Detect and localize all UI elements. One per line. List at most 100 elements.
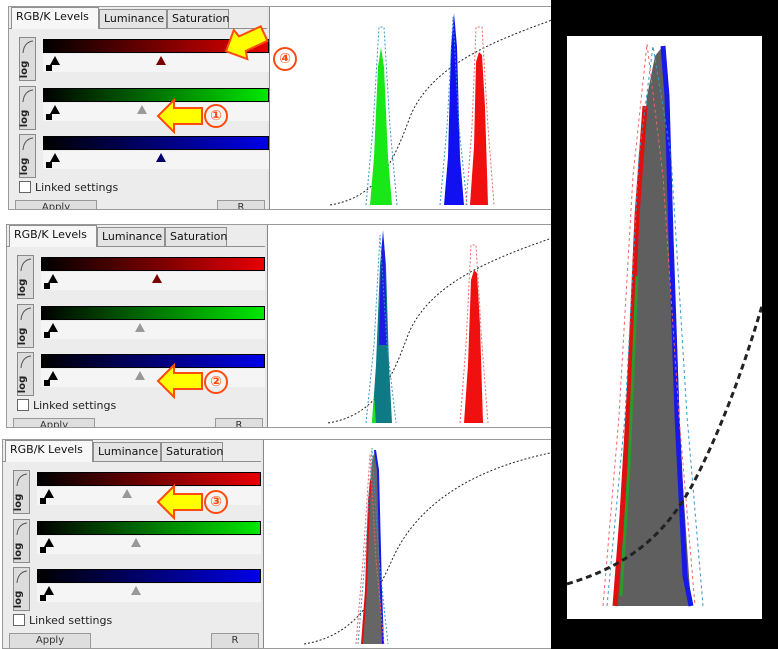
- histogram-plot: [303, 447, 552, 645]
- green-midpoint-marker[interactable]: [130, 538, 141, 547]
- green-slider-track[interactable]: [41, 321, 265, 339]
- arrow-3-icon: [156, 484, 203, 520]
- log-label: log: [17, 375, 29, 394]
- log-curve-icon: [22, 89, 34, 103]
- log-toggle-button[interactable]: log: [19, 86, 36, 130]
- black-point-handle[interactable]: [46, 162, 52, 168]
- black-point-handle[interactable]: [40, 547, 46, 553]
- black-point-handle[interactable]: [46, 65, 52, 71]
- blue-channel-row: log: [17, 352, 265, 398]
- black-point-handle[interactable]: [44, 283, 50, 289]
- green-outline: [365, 26, 398, 206]
- green-histogram: [372, 395, 376, 423]
- gray-outline: [357, 447, 389, 645]
- checkbox-icon[interactable]: [13, 614, 25, 626]
- checkbox-icon[interactable]: [17, 399, 29, 411]
- tone-curve: [327, 237, 552, 424]
- zoomed-histogram-plot: [567, 43, 762, 607]
- red-outline: [459, 244, 489, 424]
- black-point-handle[interactable]: [40, 595, 46, 601]
- log-toggle-button[interactable]: log: [19, 134, 36, 178]
- apply-button[interactable]: Apply: [15, 200, 97, 209]
- zoom-gray-area: [615, 46, 691, 606]
- tab-luminance[interactable]: Luminance: [99, 9, 167, 28]
- black-point-handle[interactable]: [40, 498, 46, 504]
- linked-settings-checkbox[interactable]: Linked settings: [17, 399, 116, 412]
- tab-luminance[interactable]: Luminance: [97, 227, 165, 246]
- teal-outline: [365, 234, 397, 424]
- arrow-2-icon: [156, 363, 203, 399]
- black-point-marker[interactable]: [44, 489, 54, 498]
- black-point-marker[interactable]: [48, 323, 58, 332]
- log-toggle-button[interactable]: log: [17, 255, 34, 299]
- tab-saturation[interactable]: Saturation: [167, 9, 229, 28]
- linked-settings-checkbox[interactable]: Linked settings: [19, 181, 118, 194]
- red-histogram: [470, 52, 488, 205]
- black-point-marker[interactable]: [48, 274, 58, 283]
- blue-slider-track[interactable]: [37, 584, 261, 602]
- red-midpoint-marker[interactable]: [121, 489, 132, 498]
- green-histogram: [370, 47, 392, 205]
- blue-midpoint-marker[interactable]: [134, 371, 145, 380]
- log-label: log: [17, 278, 29, 297]
- blue-midpoint-marker[interactable]: [130, 586, 141, 595]
- blue-midpoint-marker[interactable]: [155, 153, 166, 162]
- blue-gradient-bar: [41, 354, 265, 368]
- green-midpoint-marker[interactable]: [137, 105, 148, 114]
- annotation-badge-1: ①: [204, 104, 228, 128]
- black-point-marker[interactable]: [44, 586, 54, 595]
- log-toggle-button[interactable]: log: [13, 519, 30, 563]
- linked-settings-checkbox[interactable]: Linked settings: [13, 614, 112, 627]
- black-point-marker[interactable]: [50, 56, 60, 65]
- tab-luminance[interactable]: Luminance: [93, 442, 161, 461]
- apply-button[interactable]: Apply: [13, 418, 95, 427]
- r-button[interactable]: R: [211, 633, 259, 648]
- tab-saturation[interactable]: Saturation: [161, 442, 223, 461]
- checkbox-icon[interactable]: [19, 181, 31, 193]
- log-toggle-button[interactable]: log: [17, 304, 34, 348]
- controls-column: RGB/K Levels Luminance Saturation log lo…: [7, 225, 265, 427]
- tab-rgbk-levels[interactable]: RGB/K Levels: [5, 440, 93, 462]
- black-point-marker[interactable]: [50, 105, 60, 114]
- black-point-marker[interactable]: [50, 153, 60, 162]
- black-point-marker[interactable]: [44, 538, 54, 547]
- log-toggle-button[interactable]: log: [17, 352, 34, 396]
- black-point-handle[interactable]: [44, 332, 50, 338]
- log-toggle-button[interactable]: log: [19, 37, 36, 81]
- levels-panel-3: RGB/K Levels Luminance Saturation log lo…: [2, 439, 553, 649]
- black-point-handle[interactable]: [46, 114, 52, 120]
- zoom-red-outline: [602, 43, 696, 607]
- log-label: log: [17, 327, 29, 346]
- log-curve-icon: [20, 307, 32, 321]
- blue-slider-track[interactable]: [41, 369, 265, 387]
- tab-rgbk-levels[interactable]: RGB/K Levels: [11, 7, 99, 29]
- red-midpoint-marker[interactable]: [152, 274, 163, 283]
- tab-rgbk-levels[interactable]: RGB/K Levels: [9, 225, 97, 247]
- blue-edge: [374, 449, 384, 645]
- green-channel-row: log: [17, 304, 265, 350]
- zoomed-histogram: [567, 36, 762, 619]
- blue-channel-row: log: [19, 134, 269, 180]
- histogram-graph: [263, 440, 552, 648]
- green-slider-track[interactable]: [37, 536, 261, 554]
- blue-histogram: [444, 13, 464, 205]
- r-button[interactable]: R: [217, 200, 265, 209]
- log-label: log: [13, 590, 25, 609]
- tab-saturation[interactable]: Saturation: [165, 227, 227, 246]
- apply-button[interactable]: Apply: [9, 633, 91, 648]
- log-toggle-button[interactable]: log: [13, 567, 30, 611]
- annotation-badge-3: ③: [204, 490, 228, 514]
- linked-settings-label: Linked settings: [29, 614, 113, 627]
- log-toggle-button[interactable]: log: [13, 470, 30, 514]
- red-midpoint-marker[interactable]: [155, 56, 166, 65]
- r-button[interactable]: R: [215, 418, 263, 427]
- tone-curve: [303, 452, 552, 645]
- log-label: log: [19, 157, 31, 176]
- log-label: log: [13, 493, 25, 512]
- red-channel-row: log: [19, 37, 269, 83]
- black-point-handle[interactable]: [44, 380, 50, 386]
- green-midpoint-marker[interactable]: [134, 323, 145, 332]
- black-point-marker[interactable]: [48, 371, 58, 380]
- log-curve-icon: [16, 522, 28, 536]
- controls-column: RGB/K Levels Luminance Saturation log lo…: [3, 440, 261, 648]
